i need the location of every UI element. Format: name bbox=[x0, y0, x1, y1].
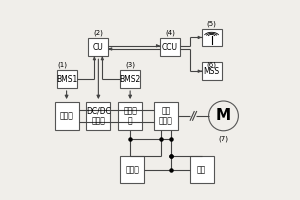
Text: CCU: CCU bbox=[162, 43, 178, 52]
Text: (6): (6) bbox=[207, 62, 217, 68]
FancyBboxPatch shape bbox=[160, 38, 180, 56]
Text: DC/DC
变流器: DC/DC 变流器 bbox=[86, 106, 111, 126]
Text: MSS: MSS bbox=[203, 67, 220, 76]
Text: 超级电
容: 超级电 容 bbox=[123, 106, 137, 126]
Text: BMS1: BMS1 bbox=[56, 75, 77, 84]
FancyBboxPatch shape bbox=[190, 156, 214, 183]
FancyBboxPatch shape bbox=[120, 156, 144, 183]
FancyBboxPatch shape bbox=[202, 62, 221, 80]
Text: (3): (3) bbox=[125, 62, 135, 68]
FancyBboxPatch shape bbox=[57, 70, 76, 88]
Text: (2): (2) bbox=[93, 30, 103, 36]
Text: (5): (5) bbox=[207, 20, 217, 27]
FancyBboxPatch shape bbox=[118, 102, 142, 130]
Text: 锂电池: 锂电池 bbox=[60, 111, 74, 120]
FancyBboxPatch shape bbox=[55, 102, 79, 130]
FancyBboxPatch shape bbox=[202, 28, 221, 46]
Text: M: M bbox=[216, 108, 231, 123]
Text: 牵引
变流器: 牵引 变流器 bbox=[159, 106, 173, 126]
Text: BMS2: BMS2 bbox=[119, 75, 141, 84]
Text: CU: CU bbox=[93, 43, 104, 52]
Text: 充电机: 充电机 bbox=[125, 165, 139, 174]
FancyBboxPatch shape bbox=[86, 102, 110, 130]
FancyBboxPatch shape bbox=[88, 38, 108, 56]
Text: 电网: 电网 bbox=[197, 165, 206, 174]
FancyBboxPatch shape bbox=[120, 70, 140, 88]
FancyBboxPatch shape bbox=[154, 102, 178, 130]
Text: (1): (1) bbox=[58, 62, 68, 68]
Text: (7): (7) bbox=[218, 136, 229, 142]
Text: (4): (4) bbox=[165, 30, 175, 36]
